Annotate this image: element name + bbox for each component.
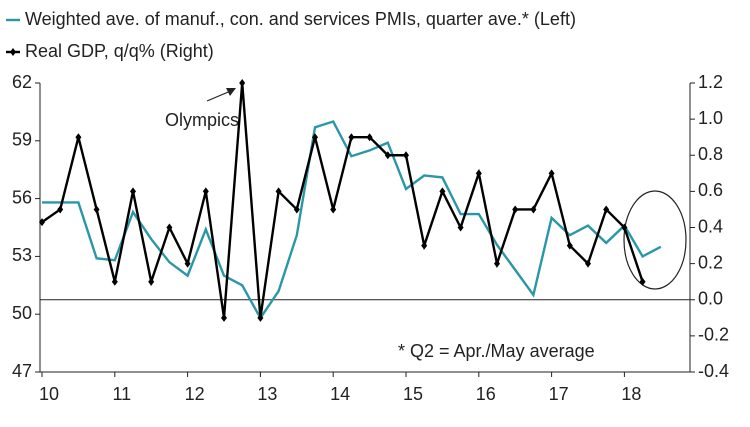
series-line (41, 82, 644, 318)
x-tick-label: 10 (39, 384, 59, 404)
point-marker (475, 169, 482, 178)
point-marker (130, 187, 136, 196)
point-marker (530, 205, 537, 214)
point-marker (202, 187, 209, 196)
y-tick-label: 50 (12, 303, 32, 323)
point-marker (457, 223, 464, 232)
x-tick-label: 15 (403, 384, 423, 404)
x-tick-label: 18 (621, 384, 641, 404)
y2-tick-label: -0.2 (698, 325, 729, 345)
highlight-ellipse (623, 190, 687, 290)
y-tick-label: 56 (12, 187, 32, 207)
y2-tick-label: 1.0 (698, 108, 723, 128)
point-marker (184, 259, 191, 268)
y-tick-label: 53 (12, 245, 32, 265)
point-marker (57, 205, 64, 214)
y2-tick-label: -0.4 (698, 361, 729, 381)
point-marker (93, 205, 100, 214)
point-marker (221, 313, 227, 322)
point-marker (75, 133, 82, 142)
point-marker (348, 133, 355, 142)
arrow-head (226, 88, 236, 96)
point-marker (366, 133, 373, 142)
point-marker (603, 205, 610, 214)
footnote: * Q2 = Apr./May average (398, 341, 595, 361)
series-line (42, 120, 662, 321)
point-marker (148, 277, 155, 286)
point-marker (548, 169, 555, 178)
x-tick-label: 16 (476, 384, 496, 404)
y-tick-label: 59 (12, 130, 32, 150)
point-marker (239, 79, 246, 87)
point-marker (330, 205, 337, 214)
point-marker (275, 187, 282, 196)
point-marker (39, 218, 45, 227)
y2-tick-label: 0.4 (698, 216, 723, 236)
x-tick-label: 14 (330, 384, 350, 404)
x-tick-label: 11 (112, 384, 131, 404)
point-marker (439, 187, 446, 196)
point-marker (384, 151, 391, 160)
annotation: Olympics (165, 110, 239, 130)
point-marker (512, 205, 519, 214)
x-tick-label: 17 (549, 384, 569, 404)
point-marker (166, 223, 173, 232)
y2-tick-label: 0.6 (698, 180, 723, 200)
point-marker (293, 205, 300, 214)
point-marker (566, 241, 573, 250)
legend-label: Real GDP, q/q% (Right) (25, 41, 214, 61)
point-marker (585, 259, 591, 268)
y-tick-label: 47 (12, 361, 32, 381)
y-tick-label: 62 (12, 72, 32, 92)
x-tick-label: 13 (257, 384, 277, 404)
y2-tick-label: 0.8 (698, 144, 723, 164)
legend-marker (10, 48, 16, 56)
point-marker (257, 313, 264, 322)
point-marker (494, 259, 500, 268)
point-marker (312, 133, 318, 142)
y2-tick-label: 0.2 (698, 252, 723, 272)
point-marker (639, 277, 646, 286)
point-marker (111, 277, 118, 286)
point-marker (421, 241, 428, 250)
x-tick-label: 12 (185, 384, 205, 404)
y2-tick-label: 0.0 (698, 289, 723, 309)
legend-label: Weighted ave. of manuf., con. and servic… (25, 9, 576, 29)
y2-tick-label: 1.2 (698, 72, 723, 92)
point-marker (403, 151, 409, 160)
point-marker (621, 223, 628, 232)
